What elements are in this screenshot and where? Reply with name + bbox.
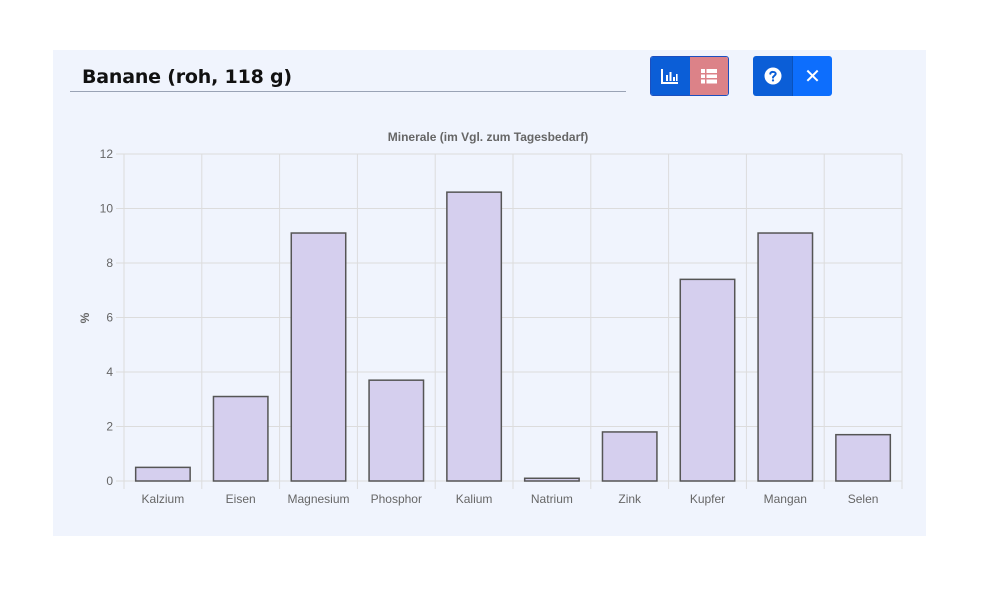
chart-tick-labels: 0 2 4 6 8 10 12 Kalzium Eisen Magnesium Phosphor Ka… (100, 147, 879, 506)
x-tick-label: Kalium (456, 492, 493, 506)
action-button-group: ✕ (753, 56, 832, 96)
bar-kalzium[interactable] (134, 466, 191, 482)
bar-phosphor[interactable] (368, 379, 425, 482)
chart-title: Minerale (im Vgl. zum Tagesbedarf) (388, 130, 588, 144)
bar-chart-icon (661, 69, 679, 84)
table-list-icon (700, 69, 717, 84)
y-tick-label: 0 (106, 474, 113, 488)
bar-zink[interactable] (601, 431, 658, 482)
y-tick-label: 6 (106, 311, 113, 325)
close-button[interactable]: ✕ (793, 56, 832, 96)
x-tick-label: Natrium (531, 492, 573, 506)
bar-eisen[interactable] (212, 395, 269, 482)
bar-kalium[interactable] (446, 191, 503, 482)
view-toggle-group (650, 56, 729, 96)
x-tick-label: Zink (618, 492, 642, 506)
x-tick-label: Selen (848, 492, 879, 506)
bar-selen[interactable] (835, 433, 892, 482)
chart-view-button[interactable] (651, 57, 690, 95)
question-circle-icon (764, 67, 781, 85)
close-icon: ✕ (804, 64, 821, 88)
y-tick-label: 10 (100, 202, 114, 216)
y-tick-label: 4 (106, 365, 113, 379)
y-tick-label: 8 (106, 256, 113, 270)
y-tick-label: 2 (106, 420, 113, 434)
bar-natrium[interactable] (523, 477, 580, 482)
bar-magnesium[interactable] (290, 232, 347, 482)
x-tick-label: Eisen (226, 492, 256, 506)
bar-mangan[interactable] (757, 232, 814, 482)
bar-kupfer[interactable] (679, 278, 736, 482)
x-tick-label: Magnesium (287, 492, 349, 506)
title-divider (70, 91, 626, 92)
chart-bars (134, 191, 892, 482)
x-tick-label: Kupfer (690, 492, 725, 506)
x-tick-label: Phosphor (371, 492, 422, 506)
y-axis-label: % (78, 312, 92, 323)
y-tick-label: 12 (100, 147, 114, 161)
x-tick-label: Kalzium (142, 492, 185, 506)
page-title: Banane (roh, 118 g) (82, 66, 292, 88)
x-tick-label: Mangan (764, 492, 807, 506)
table-view-button[interactable] (689, 57, 728, 95)
help-button[interactable] (753, 56, 793, 96)
